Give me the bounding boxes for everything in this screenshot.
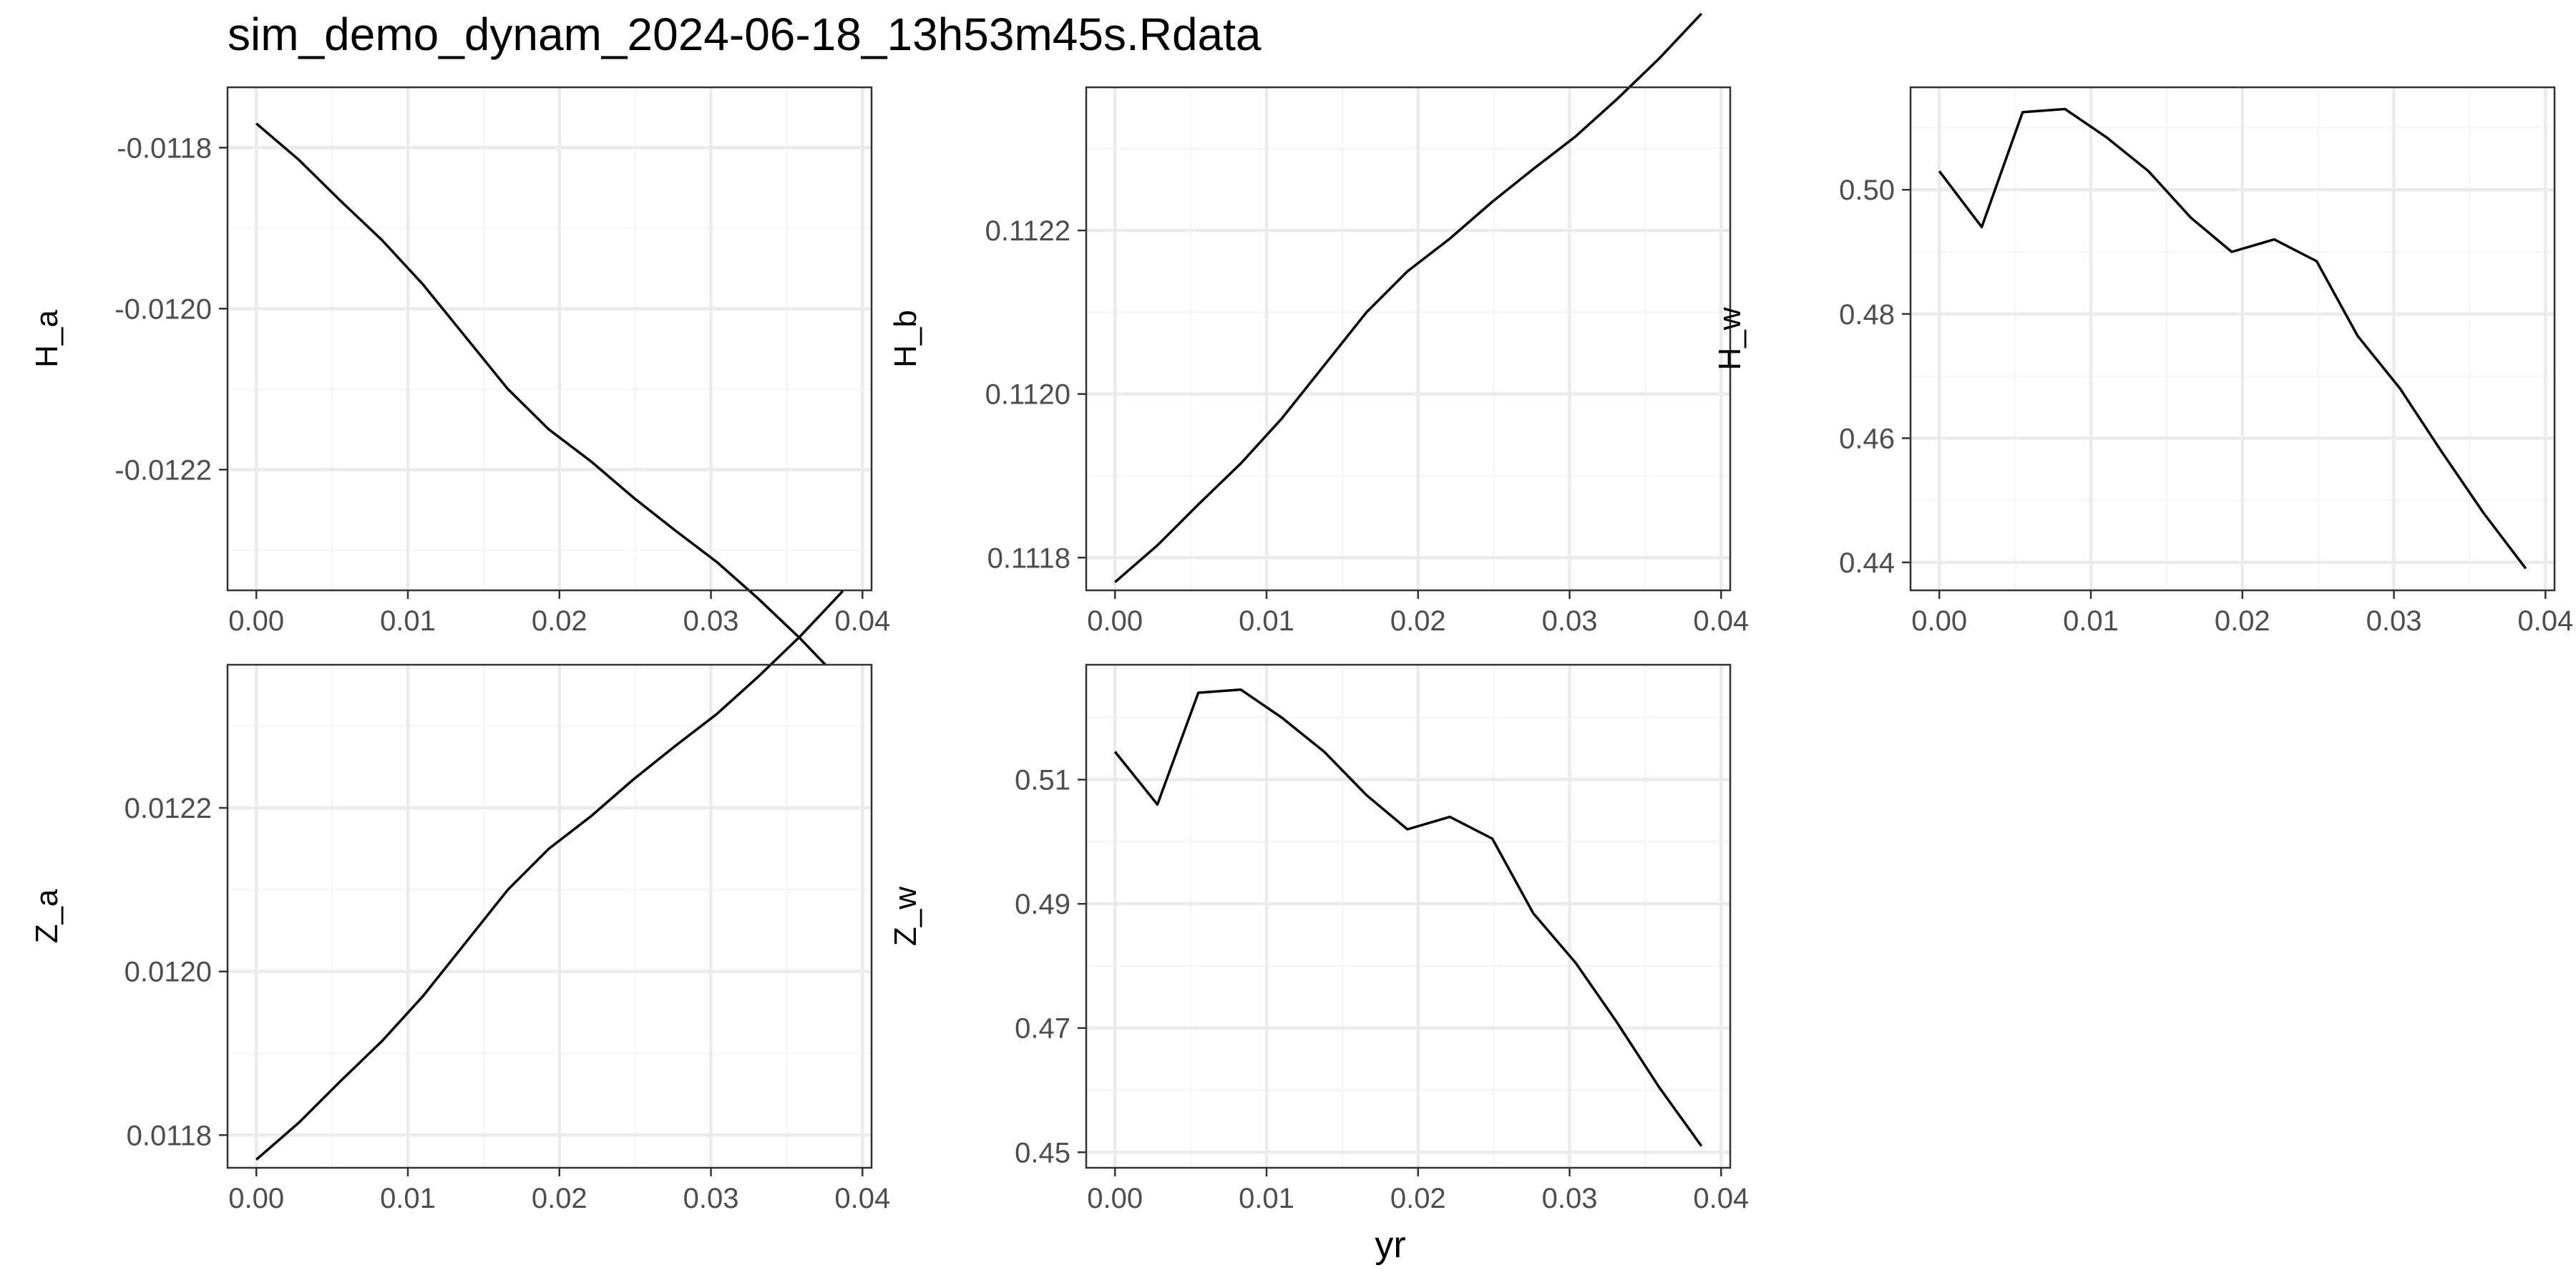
x-tick-label: 0.04 xyxy=(834,605,890,637)
x-tick-label: 0.03 xyxy=(2366,605,2422,637)
x-tick-label: 0.01 xyxy=(1239,605,1294,637)
y-tick-label: 0.47 xyxy=(1015,1013,1070,1045)
x-tick-label: 0.00 xyxy=(228,605,284,637)
x-tick-label: 0.01 xyxy=(1239,1183,1294,1214)
x-tick-label: 0.03 xyxy=(1542,605,1598,637)
panel-border xyxy=(1085,86,1732,592)
y-tick-label: 0.1118 xyxy=(987,542,1070,574)
series-line xyxy=(1114,12,1703,583)
y-tick-label: 0.1122 xyxy=(985,215,1070,247)
panel-z-a: 0.00 0.01 0.02 0.03 0.04 0.0118 0.0120 0.0122 Z_… xyxy=(29,590,890,1214)
y-tick-label: 0.48 xyxy=(1839,299,1895,331)
y-tick-label: 0.45 xyxy=(1015,1137,1070,1169)
x-tick-label: 0.01 xyxy=(2063,605,2119,637)
x-tick-label: 0.02 xyxy=(532,605,587,637)
x-axis-label: yr xyxy=(1375,1224,1405,1266)
y-tick-label: 0.1120 xyxy=(985,379,1070,411)
x-tick-label: 0.04 xyxy=(2517,605,2573,637)
series-line xyxy=(255,590,844,1161)
panel-background xyxy=(1911,87,2555,590)
panel-background xyxy=(228,87,872,590)
y-tick-label: 0.0120 xyxy=(125,957,212,988)
x-tick-label: 0.01 xyxy=(380,605,436,637)
y-axis-label: Z_a xyxy=(29,889,64,943)
x-tick-label: 0.02 xyxy=(2215,605,2270,637)
x-tick-label: 0.04 xyxy=(1693,605,1749,637)
x-tick-label: 0.00 xyxy=(1087,605,1143,637)
chart-title: sim_demo_dynam_2024-06-18_13h53m45s.Rdat… xyxy=(228,9,1262,60)
x-tick-label: 0.01 xyxy=(380,1183,436,1214)
panel-border xyxy=(1909,86,2556,592)
panel-border xyxy=(1085,663,1732,1169)
x-tick-label: 0.00 xyxy=(1087,1183,1143,1214)
y-tick-label: 0.44 xyxy=(1839,547,1895,579)
x-tick-label: 0.03 xyxy=(1542,1183,1598,1214)
panel-h-b: 0.00 0.01 0.02 0.03 0.04 0.1118 0.1120 0.1122 H_… xyxy=(888,12,1749,637)
y-tick-label: 0.49 xyxy=(1015,889,1070,920)
y-tick-label: -0.0122 xyxy=(114,454,212,486)
y-tick-label: -0.0118 xyxy=(117,132,212,164)
x-tick-label: 0.00 xyxy=(1911,605,1967,637)
x-tick-label: 0.03 xyxy=(683,1183,739,1214)
panel-border xyxy=(226,663,873,1169)
y-axis-label: H_a xyxy=(29,310,64,368)
series-line xyxy=(255,122,844,684)
panel-z-w: 0.00 0.01 0.02 0.03 0.04 0.45 0.47 0.49 0.51 Z_w xyxy=(888,663,1749,1214)
y-tick-label: 0.0118 xyxy=(127,1120,212,1151)
panel-border xyxy=(226,86,873,592)
y-tick-label: 0.46 xyxy=(1839,423,1895,454)
series-line xyxy=(1113,688,1703,1147)
y-tick-label: 0.50 xyxy=(1839,175,1895,206)
y-axis-label: Z_w xyxy=(888,887,923,946)
y-tick-label: -0.0120 xyxy=(114,293,212,325)
x-tick-label: 0.00 xyxy=(228,1183,284,1214)
panel-h-w: 0.00 0.01 0.02 0.03 0.04 0.44 0.46 0.48 0.50 H_w xyxy=(1712,86,2573,637)
y-axis-label: H_b xyxy=(888,310,923,368)
panel-background xyxy=(1086,87,1730,590)
x-tick-label: 0.04 xyxy=(834,1183,890,1214)
y-tick-label: 0.0122 xyxy=(125,793,212,824)
panel-background xyxy=(1086,665,1730,1168)
panel-h-a: 0.00 0.01 0.02 0.03 0.04 -0.0118 -0.0120 -0.012… xyxy=(29,86,890,684)
y-tick-label: 0.51 xyxy=(1015,765,1070,796)
panel-background xyxy=(228,665,872,1168)
x-tick-label: 0.02 xyxy=(1390,1183,1446,1214)
y-axis-label: H_w xyxy=(1712,307,1747,370)
panels: 0.00 0.01 0.02 0.03 0.04 -0.0118 -0.0120 -0.012… xyxy=(29,12,2573,1214)
x-tick-label: 0.02 xyxy=(532,1183,587,1214)
x-tick-label: 0.02 xyxy=(1390,605,1446,637)
series-line xyxy=(1938,107,2527,570)
x-tick-label: 0.03 xyxy=(683,605,739,637)
x-tick-label: 0.04 xyxy=(1693,1183,1749,1214)
